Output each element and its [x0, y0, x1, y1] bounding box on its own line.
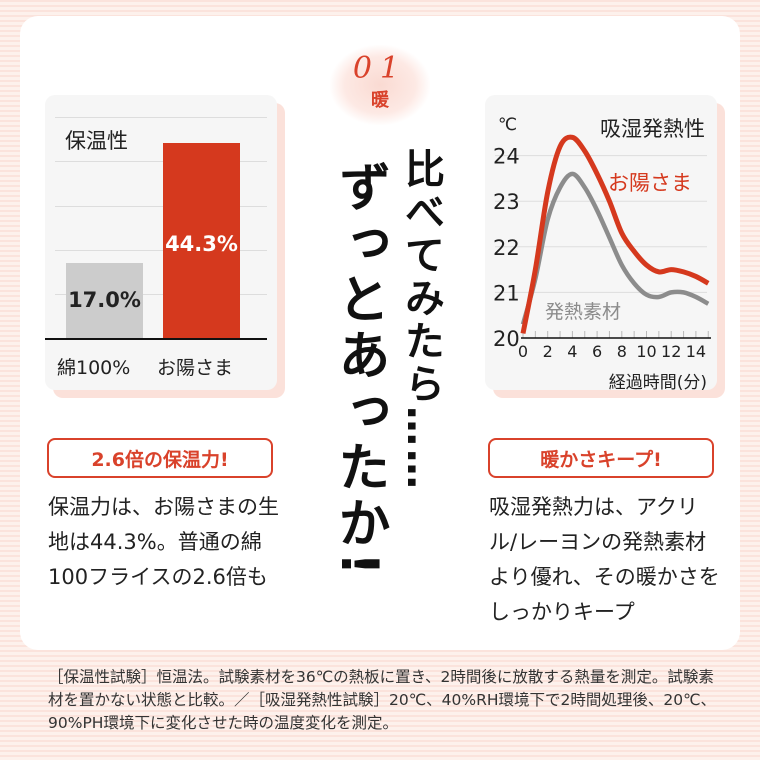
bar-cotton — [66, 263, 143, 338]
x-tick-label: 0 — [518, 342, 528, 361]
x-tick-label: 2 — [543, 342, 553, 361]
category-ohisama: お陽さま — [157, 357, 234, 379]
section-number-mark: 01 暖 — [330, 45, 430, 125]
section-number: 01 — [352, 51, 408, 86]
bar-label-ohisama: 44.3% — [165, 232, 238, 256]
y-tick-label: 23 — [493, 190, 520, 214]
insulation-description: 保温力は、お陽さまの生地は44.3%。普通の綿100フライスの2.6倍も — [48, 495, 279, 589]
chart-title: 吸湿発熱性 — [600, 117, 705, 141]
x-tick-label: 12 — [661, 342, 681, 361]
heat-chart: 20 21 22 23 24 0 2 4 6 8 10 12 14 吸湿発熱性 ℃ お陽さま 発熱素材 … — [485, 95, 717, 393]
chart-title: 保温性 — [65, 129, 128, 153]
bar-label-cotton: 17.0% — [68, 288, 141, 312]
legend-heat-material: 発熱素材 — [545, 301, 622, 323]
badge-warmth-keep: 暖かさキープ! — [488, 438, 714, 478]
x-tick-label: 6 — [592, 342, 602, 361]
x-tick-label: 14 — [686, 342, 706, 361]
footnote: ［保温性試験］恒温法。試験素材を36℃の熱板に置き、2時間後に放散する熱量を測定… — [48, 668, 717, 732]
section-kanji: 暖 — [371, 90, 389, 111]
bar-ohisama — [163, 143, 240, 338]
y-tick-label: 20 — [493, 327, 520, 351]
y-tick-label: 24 — [493, 145, 520, 169]
x-tick-label: 4 — [567, 342, 577, 361]
legend-ohisama: お陽さま — [608, 171, 692, 195]
badge-insulation: 2.6倍の保温力! — [47, 438, 273, 478]
series-line-heat-material — [520, 171, 710, 325]
y-tick-label: 22 — [493, 236, 520, 260]
heat-description: 吸湿発熱力は、アクリル/レーヨンの発熱素材より優れ、その暖かさをしっかりキープ — [489, 495, 720, 624]
x-axis-label: 経過時間(分) — [608, 373, 707, 393]
x-tick-label: 10 — [636, 342, 656, 361]
y-tick-label: 21 — [493, 281, 520, 305]
series-line-ohisama — [520, 134, 710, 334]
headline-line2: ずっとあったか! — [329, 160, 389, 580]
x-tick-label: 8 — [617, 342, 627, 361]
category-cotton: 綿100% — [57, 357, 131, 379]
insulation-chart: 保温性 17.0% 44.3% 綿100% お陽さま — [45, 95, 277, 390]
headline-line1: 比べてみたら…… — [398, 148, 444, 492]
y-unit-label: ℃ — [498, 115, 518, 135]
